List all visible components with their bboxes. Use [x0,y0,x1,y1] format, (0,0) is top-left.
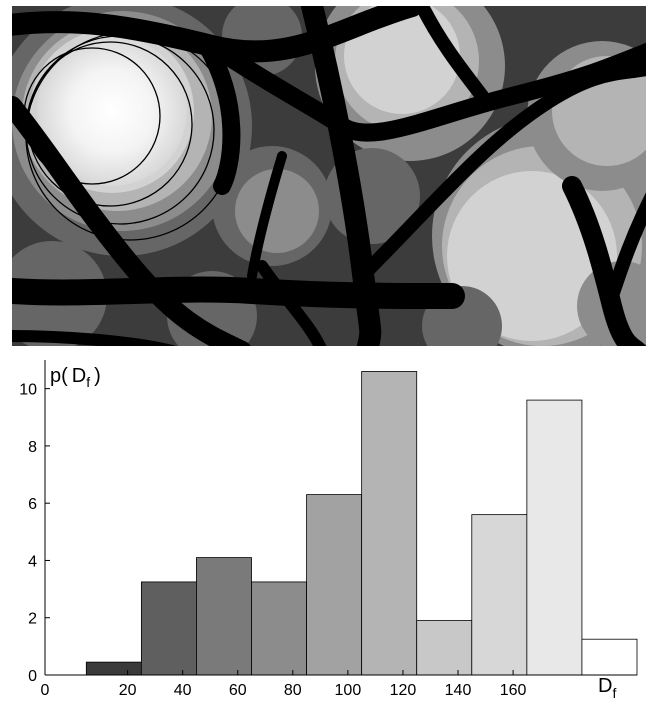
x-axis-label: Df [598,675,616,701]
x-tick-label-100: 100 [335,682,362,699]
x-tick-label-140: 140 [445,682,472,699]
histogram-bar-3 [196,557,252,676]
histogram-bar-4 [251,581,307,676]
plot-area [85,371,638,676]
histogram-bar-5 [306,494,363,676]
x-tick-label-160: 160 [500,682,527,699]
histogram-bar-2 [140,581,197,676]
x-tick-label-60: 60 [229,682,247,699]
ylabel-close: ) [94,365,101,387]
histogram-bar-7 [416,620,473,676]
x-tick-label-0: 0 [41,682,50,699]
y-tick-label-2: 2 [28,611,37,628]
probe-circle-1 [23,47,161,185]
probe-circle-4 [25,31,235,241]
histogram-bar-10 [581,638,638,676]
ylabel-symbol: D [72,365,86,387]
y-tick-label-6: 6 [28,496,37,513]
x-tick-label-80: 80 [284,682,302,699]
x-tick-label-120: 120 [390,682,417,699]
axes: 0 20 40 60 80 100 120 140 160 0 2 4 6 8 10 [19,360,637,699]
probe-circles [23,31,235,241]
ylabel-main: p( [50,365,68,387]
probe-circle-2 [27,41,193,207]
y-axis-label: p(Df) [50,365,101,390]
largest-pore-region [37,36,187,186]
histogram-bar-8 [471,514,528,676]
fiber-network-micrograph [12,6,646,346]
histogram-bar-1 [85,661,142,676]
x-tick-label-40: 40 [174,682,192,699]
histogram-bar-9 [526,399,583,676]
y-tick-label-0: 0 [28,668,37,685]
y-tick-label-10: 10 [19,382,37,399]
xlabel-subscript: f [612,685,616,701]
ylabel-subscript: f [86,374,90,390]
y-tick-label-4: 4 [28,553,37,570]
y-tick-label-8: 8 [28,439,37,456]
histogram-bar-6 [361,371,418,676]
x-tick-label-20: 20 [119,682,137,699]
xlabel-symbol: D [598,675,612,697]
